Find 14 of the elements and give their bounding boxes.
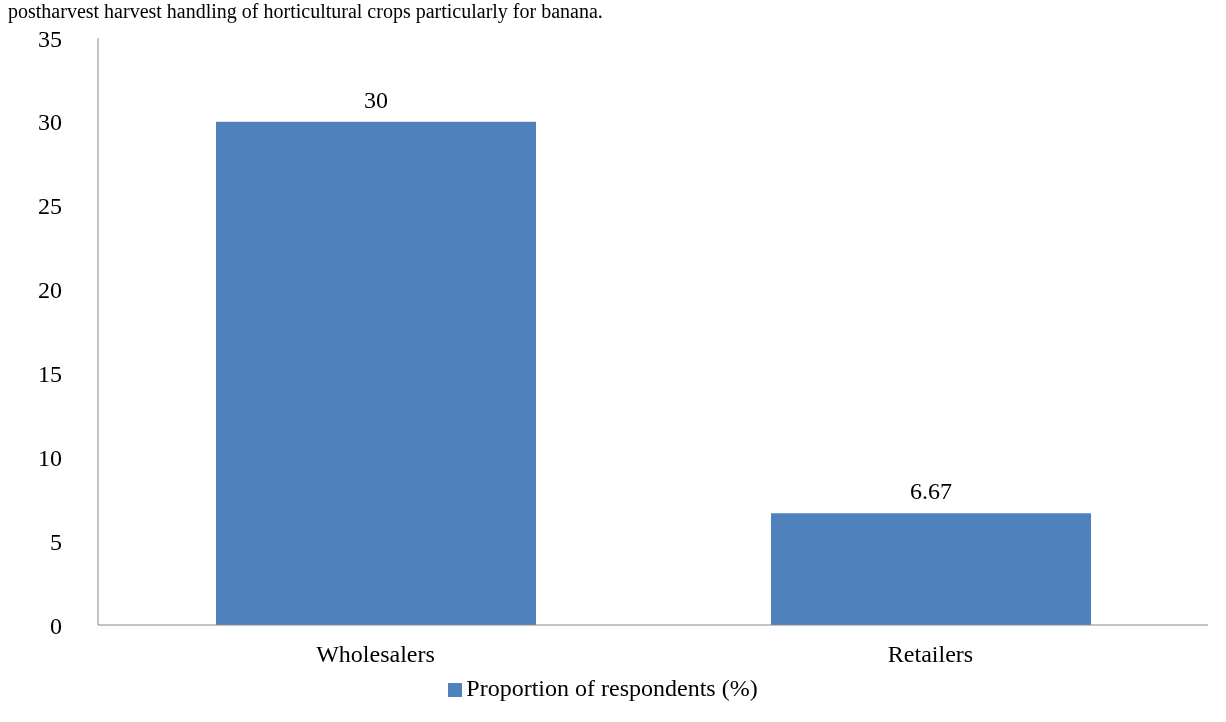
y-tick-label: 0: [50, 612, 62, 639]
x-tick-label: Retailers: [887, 641, 974, 668]
y-tick-label: 25: [38, 193, 62, 220]
data-label: 6.67: [910, 478, 952, 505]
text: postharvest harvest handling of horticultural crops particularly for banana.: [8, 0, 604, 22]
y-tick-label: 20: [38, 277, 62, 304]
x-tick-label: Wholesalers: [316, 641, 435, 668]
data-label: 30: [364, 86, 388, 113]
y-tick-label: 5: [50, 528, 62, 555]
y-tick-label: 35: [38, 25, 62, 52]
y-tick-label: 30: [38, 109, 62, 136]
y-tick-label: 15: [38, 360, 62, 387]
legend-label: Proportion of respondents (%): [466, 675, 758, 701]
y-tick-label: 10: [38, 444, 62, 471]
